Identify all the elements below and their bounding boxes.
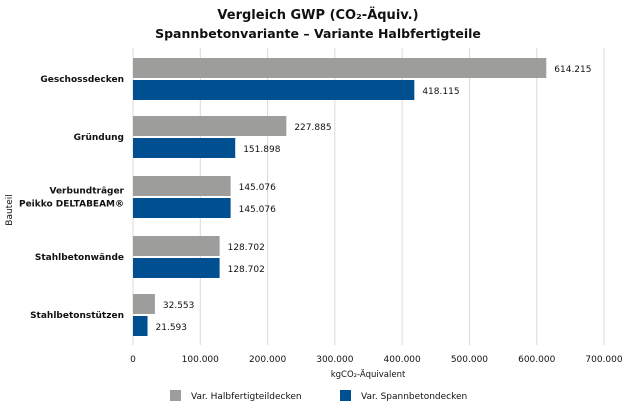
data-label: 21.593 [156, 323, 188, 333]
legend-swatch [170, 390, 181, 401]
data-label: 614.215 [554, 65, 591, 75]
bar-spannbeton [133, 258, 220, 278]
chart-title: Vergleich GWP (CO₂-Äquiv.) [217, 7, 418, 23]
bar-spannbeton [133, 138, 236, 158]
x-tick-label: 400.000 [384, 355, 421, 365]
bar-halbfertigteil [133, 58, 547, 78]
data-label: 227.885 [294, 123, 331, 133]
data-label: 145.076 [239, 205, 276, 215]
chart-subtitle: Spannbetonvariante – Variante Halbfertig… [155, 26, 481, 41]
x-tick-label: 0 [130, 355, 136, 365]
bar-spannbeton [133, 198, 231, 218]
category-label: Peikko DELTABEAM® [19, 200, 124, 210]
legend-swatch [340, 390, 351, 401]
data-label: 128.702 [228, 243, 265, 253]
x-axis-label: kgCO₂-Äquivalent [331, 369, 406, 380]
data-label: 151.898 [243, 145, 280, 155]
x-tick-label: 600.000 [518, 355, 555, 365]
category-label: Stahlbetonwände [35, 253, 124, 263]
legend-label: Var. Spannbetondecken [361, 392, 467, 402]
data-label: 32.553 [163, 301, 195, 311]
x-tick-label: 300.000 [316, 355, 353, 365]
bar-spannbeton [133, 316, 148, 336]
category-label: Verbundträger [49, 187, 124, 197]
data-label: 128.702 [228, 265, 265, 275]
y-axis-label: Bauteil [5, 194, 15, 225]
x-tick-label: 700.000 [585, 355, 622, 365]
x-tick-label: 500.000 [451, 355, 488, 365]
x-tick-label: 100.000 [182, 355, 219, 365]
data-label: 418.115 [422, 87, 459, 97]
bar-halbfertigteil [133, 116, 287, 136]
x-tick-label: 200.000 [249, 355, 286, 365]
data-label: 145.076 [239, 183, 276, 193]
category-label: Geschossdecken [40, 75, 124, 85]
bar-halbfertigteil [133, 236, 220, 256]
bar-halbfertigteil [133, 294, 155, 314]
category-label: Gründung [74, 133, 124, 143]
bar-halbfertigteil [133, 176, 231, 196]
bar-spannbeton [133, 80, 415, 100]
category-label: Stahlbetonstützen [30, 311, 124, 321]
legend-label: Var. Halbfertigteildecken [191, 392, 302, 402]
